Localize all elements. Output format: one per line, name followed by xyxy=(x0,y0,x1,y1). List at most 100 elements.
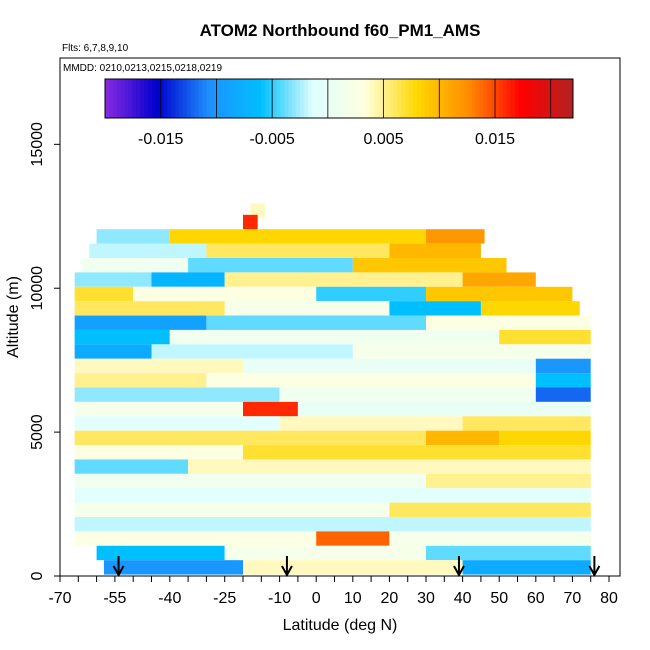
x-tick-label: -70 xyxy=(48,590,71,607)
heat-cell xyxy=(250,203,265,218)
heat-cell xyxy=(535,373,591,388)
arrow-head xyxy=(588,565,601,578)
colorbar-swatch xyxy=(483,79,488,118)
heat-cell xyxy=(169,229,427,244)
heat-cell xyxy=(499,329,591,345)
colorbar-swatch xyxy=(198,79,203,118)
colorbar-swatch xyxy=(557,79,562,118)
colorbar-swatch xyxy=(565,79,570,118)
colorbar-swatch xyxy=(120,79,125,118)
colorbar-swatch xyxy=(311,79,317,118)
colorbar-swatch xyxy=(202,79,207,118)
heat-cell xyxy=(389,243,481,259)
colorbar-swatch xyxy=(432,79,437,118)
colorbar-tick-label: 0.015 xyxy=(475,131,515,148)
colorbar-swatch xyxy=(249,79,254,118)
colorbar-swatch xyxy=(401,79,406,118)
x-tick-label: -25 xyxy=(213,590,236,607)
colorbar-swatch xyxy=(323,79,328,118)
colorbar-swatch xyxy=(210,79,215,118)
colorbar-swatch xyxy=(190,79,196,118)
colorbar-swatch xyxy=(378,79,383,118)
heat-cell xyxy=(74,445,244,460)
colorbar-swatch xyxy=(140,79,145,118)
colorbar-swatch xyxy=(163,79,168,118)
arrow-head xyxy=(453,565,465,578)
colorbar-swatch xyxy=(510,79,515,118)
heat-cell xyxy=(74,531,317,546)
heat-cell xyxy=(389,531,591,546)
colorbar-swatch xyxy=(171,79,176,118)
heat-cell xyxy=(206,243,390,259)
heat-cell xyxy=(426,315,591,330)
colorbar-swatch xyxy=(405,79,410,118)
colorbar-swatch xyxy=(452,79,457,118)
colorbar-swatch xyxy=(136,79,141,118)
colorbar-swatch xyxy=(257,79,262,118)
colorbar-swatch xyxy=(553,79,558,118)
colorbar-swatch xyxy=(147,79,153,118)
colorbar-swatch xyxy=(167,79,172,118)
colorbar-swatch xyxy=(218,79,223,118)
colorbar-swatch xyxy=(264,79,270,118)
colorbar-swatch xyxy=(502,79,508,118)
x-tick-label: 10 xyxy=(344,590,362,607)
colorbar-swatch xyxy=(514,79,519,118)
colorbar-swatch xyxy=(440,79,445,118)
x-axis: -70 -55 -40 -25 -10 0 10 20 30 40 50 60 70 80 xyxy=(48,576,618,607)
colorbar-swatch xyxy=(518,79,523,118)
heat-cell xyxy=(151,272,225,287)
heat-cell xyxy=(169,329,500,345)
x-tick-label: 60 xyxy=(527,590,545,607)
x-tick-label: 0 xyxy=(312,590,321,607)
colorbar: -0.015 -0.005 0.005 0.015 xyxy=(104,78,574,148)
colorbar-swatch xyxy=(530,79,535,118)
colorbar-tick-label: 0.005 xyxy=(364,131,404,148)
colorbar-swatch xyxy=(300,79,305,118)
colorbar-swatch xyxy=(417,79,422,118)
colorbar-swatch xyxy=(522,79,527,118)
colorbar-swatch xyxy=(397,79,402,118)
colorbar-swatch xyxy=(506,79,512,118)
heat-cell xyxy=(206,373,536,388)
heat-cell xyxy=(224,272,463,287)
heat-cell xyxy=(188,258,353,273)
colorbar-swatch xyxy=(186,79,192,118)
colorbar-swatch xyxy=(276,79,281,118)
heat-cell xyxy=(74,502,390,518)
chart-title: ATOM2 Northbound f60_PM1_AMS xyxy=(200,21,481,40)
colorbar-swatch xyxy=(456,79,461,118)
heat-cell xyxy=(243,358,536,374)
y-tick-label: 10000 xyxy=(29,266,46,311)
colorbar-swatch xyxy=(409,79,414,118)
heat-cell xyxy=(243,401,298,417)
heat-cell xyxy=(74,416,280,431)
heat-cell xyxy=(462,272,536,287)
heat-cell xyxy=(389,301,481,316)
colorbar-swatch xyxy=(459,79,465,118)
colorbar-tick-label: -0.015 xyxy=(138,131,183,148)
heat-cell xyxy=(103,560,244,575)
heat-cell xyxy=(535,358,591,374)
heat-cell xyxy=(133,286,317,302)
colorbar-swatch xyxy=(296,79,301,118)
heat-cell xyxy=(74,344,152,359)
colorbar-swatch xyxy=(339,79,344,118)
colorbar-swatch xyxy=(381,79,387,118)
x-axis-title: Latitude (deg N) xyxy=(283,617,398,634)
heat-cell xyxy=(316,531,390,546)
colorbar-swatch xyxy=(112,79,118,118)
colorbar-swatch xyxy=(335,79,340,118)
colorbar-swatch xyxy=(561,79,566,118)
colorbar-swatch xyxy=(463,79,469,118)
colorbar-swatch xyxy=(303,79,309,118)
colorbar-swatch xyxy=(272,79,278,118)
colorbar-swatch xyxy=(128,79,133,118)
heat-cell xyxy=(81,258,189,273)
colorbar-swatch xyxy=(495,79,500,118)
colorbar-swatch xyxy=(108,79,114,118)
colorbar-swatch xyxy=(179,79,184,118)
colorbar-swatch xyxy=(105,79,110,118)
colorbar-swatch xyxy=(319,79,324,118)
colorbar-swatch xyxy=(241,79,246,118)
